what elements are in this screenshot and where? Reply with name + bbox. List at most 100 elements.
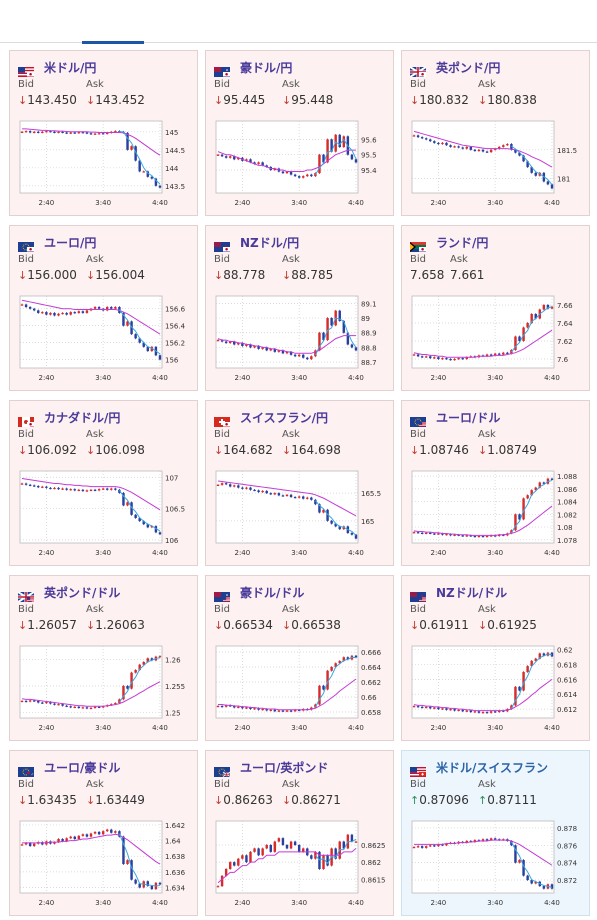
candle-body bbox=[322, 154, 325, 163]
candle-body bbox=[257, 345, 260, 349]
rate-card[interactable]: ランド/円 Bid Ask 7.658 7.661 7.66 7.64 7.62 7.6 2:40… bbox=[401, 225, 590, 391]
y-tick-label: 165 bbox=[361, 518, 374, 526]
pair-title-link[interactable]: NZドル/円 bbox=[214, 234, 299, 252]
fast-average-line bbox=[511, 306, 553, 353]
pair-title-link[interactable]: ユーロ/ドル bbox=[410, 409, 500, 427]
bid-value: ↓0.66534 bbox=[214, 618, 273, 632]
candle-body bbox=[253, 708, 256, 710]
price-chart[interactable]: 156.6 156.4 156.2 156 2:40 3:40 4:40 bbox=[16, 290, 192, 386]
price-chart[interactable]: 0.8625 0.862 0.8615 2:40 3:40 4:40 bbox=[212, 815, 388, 911]
price-chart[interactable]: 0.62 0.618 0.616 0.614 0.612 2:40 3:40 4:40 bbox=[408, 640, 584, 736]
candle-body bbox=[534, 172, 537, 176]
bid-price: 95.445 bbox=[223, 93, 266, 107]
tab-5min[interactable] bbox=[82, 0, 144, 44]
ask-value: ↓106.098 bbox=[86, 443, 145, 457]
candle-body bbox=[150, 176, 154, 179]
rate-card[interactable]: NZドル/ドル Bid Ask ↓0.61911 ↓0.61925 0.62 0.618 0.… bbox=[401, 575, 590, 741]
ask-price: 156.004 bbox=[95, 268, 145, 282]
candle-body bbox=[453, 534, 456, 536]
price-chart[interactable]: 145 144.5 144 143.5 2:40 3:40 4:40 bbox=[16, 115, 192, 211]
candle-body bbox=[245, 487, 248, 489]
pair-title-link[interactable]: 米ドル/円 bbox=[18, 59, 96, 77]
price-chart[interactable]: 7.66 7.64 7.62 7.6 2:40 3:40 4:40 bbox=[408, 290, 584, 386]
arrow-down-icon: ↓ bbox=[214, 269, 224, 282]
bid-value: ↓95.445 bbox=[214, 93, 265, 107]
tab-monthly[interactable] bbox=[486, 0, 552, 43]
x-tick-label: 2:40 bbox=[431, 724, 447, 732]
pair-name: 英ポンド/ドル bbox=[44, 585, 121, 600]
candle-body bbox=[542, 482, 546, 484]
y-tick-label: 7.64 bbox=[557, 320, 573, 328]
rate-card[interactable]: 英ポンド/ドル Bid Ask ↓1.26057 ↓1.26063 1.26 1.255 1.… bbox=[9, 575, 198, 741]
price-chart[interactable]: 1.26 1.255 1.25 2:40 3:40 4:40 bbox=[16, 640, 192, 736]
tab-1hour[interactable] bbox=[282, 0, 352, 43]
ask-price: 164.698 bbox=[291, 443, 341, 457]
price-chart[interactable]: 165.5 165 2:40 3:40 4:40 bbox=[212, 465, 388, 561]
candle-body bbox=[97, 706, 101, 708]
ask-value: ↓143.452 bbox=[86, 93, 145, 107]
price-chart[interactable]: 89.1 89 88.9 88.8 88.7 2:40 3:40 4:40 bbox=[212, 290, 388, 386]
y-tick-label: 156.4 bbox=[165, 323, 186, 331]
rate-card[interactable]: 英ポンド/円 Bid Ask ↓180.832 ↓180.838 181.5 181 2:40… bbox=[401, 50, 590, 216]
pair-title-link[interactable]: 豪ドル/ドル bbox=[214, 584, 304, 602]
pair-title-link[interactable]: ユーロ/豪ドル bbox=[18, 759, 120, 777]
rate-card[interactable]: 米ドル/スイスフラン Bid Ask ↑0.87096 ↑0.87111 0.878 0.8… bbox=[401, 750, 590, 916]
tab-daily[interactable] bbox=[352, 0, 414, 43]
price-chart[interactable]: 95.6 95.5 95.4 2:40 3:40 4:40 bbox=[212, 115, 388, 211]
y-tick-label: 88.9 bbox=[361, 330, 377, 338]
plot-area bbox=[19, 820, 163, 894]
y-tick-label: 0.664 bbox=[361, 664, 382, 672]
candle-body bbox=[273, 348, 277, 352]
pair-title-link[interactable]: ランド/円 bbox=[410, 234, 488, 252]
pair-title-link[interactable]: ユーロ/英ポンド bbox=[214, 759, 328, 777]
rate-card[interactable]: カナダドル/円 Bid Ask ↓106.092 ↓106.098 107 106.5 106… bbox=[9, 400, 198, 566]
price-chart[interactable]: 181.5 181 2:40 3:40 4:40 bbox=[408, 115, 584, 211]
tab-15min[interactable] bbox=[148, 0, 210, 43]
candlestick-chart: 156.6 156.4 156.2 156 2:40 3:40 4:40 bbox=[19, 295, 186, 382]
rate-card[interactable]: NZドル/円 Bid Ask ↓88.778 ↓88.785 89.1 89 88.9 88.8… bbox=[205, 225, 394, 391]
tab-1min[interactable] bbox=[14, 0, 44, 43]
arrow-down-icon: ↓ bbox=[478, 94, 488, 107]
tab-30min[interactable] bbox=[214, 0, 276, 43]
price-chart[interactable]: 0.878 0.876 0.874 0.872 2:40 3:40 4:40 bbox=[408, 815, 584, 911]
candle-body bbox=[498, 353, 501, 355]
y-tick-label: 144.5 bbox=[165, 147, 185, 155]
pair-title-link[interactable]: NZドル/ドル bbox=[410, 584, 507, 602]
pair-title-link[interactable]: 英ポンド/円 bbox=[409, 59, 500, 78]
candle-body bbox=[61, 312, 64, 315]
candle-body bbox=[433, 533, 436, 535]
pair-title-link[interactable]: 米ドル/スイスフラン bbox=[410, 759, 548, 777]
pair-title-link[interactable]: ユーロ/円 bbox=[18, 234, 96, 252]
tab-weekly[interactable] bbox=[418, 0, 484, 43]
rate-card[interactable]: ユーロ/豪ドル Bid Ask ↓1.63435 ↓1.63449 1.642 1.64 1.… bbox=[9, 750, 198, 916]
ask-label: Ask bbox=[478, 604, 496, 615]
pair-title-link[interactable]: 英ポンド/ドル bbox=[17, 584, 121, 603]
rate-card[interactable]: 豪ドル/円 Bid Ask ↓95.445 ↓95.448 95.6 95.5 95.4 2:4… bbox=[205, 50, 394, 216]
candle-body bbox=[114, 703, 117, 705]
candle-body bbox=[326, 318, 329, 341]
price-chart[interactable]: 0.666 0.664 0.662 0.66 0.658 2:40 3:40 4:40 bbox=[212, 640, 388, 736]
pair-title-link[interactable]: カナダドル/円 bbox=[18, 409, 120, 427]
pair-title-link[interactable]: 豪ドル/円 bbox=[214, 59, 292, 77]
price-chart[interactable]: 1.088 1.086 1.084 1.082 1.08 1.078 2:40 3:40 4:4… bbox=[408, 465, 584, 561]
candle-body bbox=[233, 485, 236, 487]
rate-card[interactable]: ユーロ/ドル Bid Ask ↓1.08746 ↓1.08749 1.088 1.086 1.… bbox=[401, 400, 590, 566]
rate-card[interactable]: ユーロ/円 Bid Ask ↓156.000 ↓156.004 156.6 156.4 156… bbox=[9, 225, 198, 391]
x-tick-label: 3:40 bbox=[95, 724, 111, 732]
rate-card[interactable]: スイスフラン/円 Bid Ask ↓164.682 ↓164.698 165.5 165 2:… bbox=[205, 400, 394, 566]
rate-card[interactable]: 米ドル/円 Bid Ask ↓143.450 ↓143.452 145 144.5 144 14… bbox=[9, 50, 198, 216]
candle-body bbox=[412, 706, 416, 708]
rate-card[interactable]: ユーロ/英ポンド Bid Ask ↓0.86263 ↓0.86271 0.8625 0.86… bbox=[205, 750, 394, 916]
candle-body bbox=[45, 131, 48, 133]
pair-title-link[interactable]: スイスフラン/円 bbox=[214, 409, 328, 427]
ask-price: 1.26063 bbox=[95, 618, 145, 632]
price-chart[interactable]: 1.642 1.64 1.638 1.636 1.634 2:40 3:40 4:40 bbox=[16, 815, 192, 911]
price-chart[interactable]: 107 106.5 106 2:40 3:40 4:40 bbox=[16, 465, 192, 561]
fast-average-line bbox=[511, 145, 553, 186]
rate-card[interactable]: 豪ドル/ドル Bid Ask ↓0.66534 ↓0.66538 0.666 0.664 0.… bbox=[205, 575, 394, 741]
candle-body bbox=[322, 509, 325, 513]
candle-body bbox=[249, 487, 252, 490]
candle-body bbox=[477, 535, 481, 538]
candle-body bbox=[114, 488, 117, 490]
candle-body bbox=[253, 848, 256, 852]
